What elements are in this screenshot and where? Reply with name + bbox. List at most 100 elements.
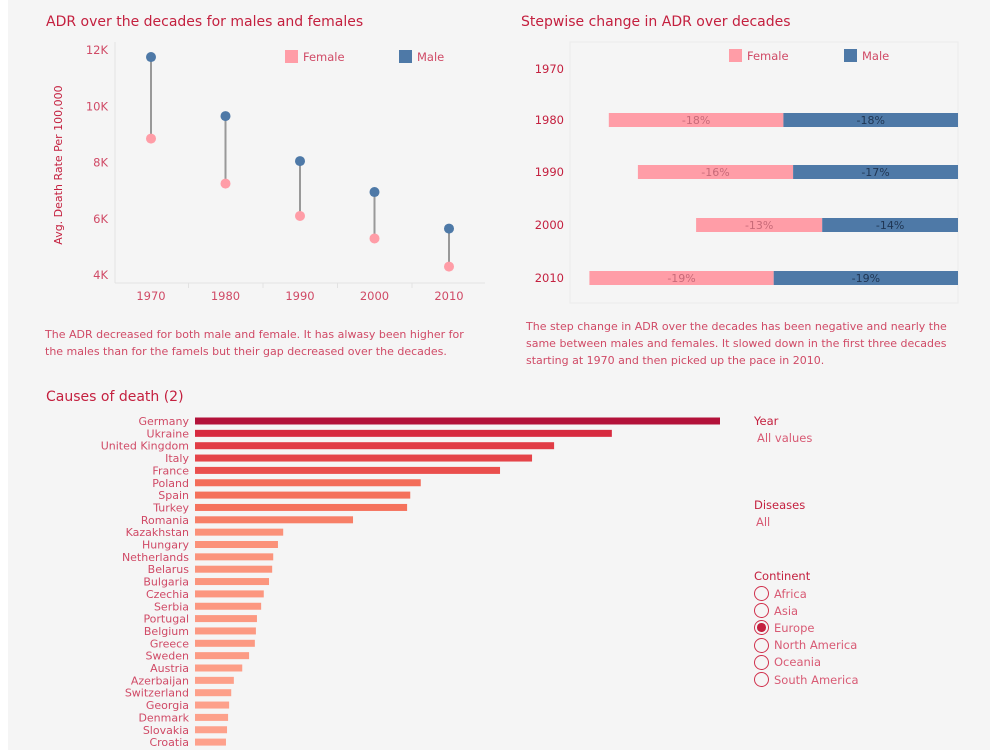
country-bar [195,553,274,561]
country-label: Georgia [146,699,189,712]
y-category-label: 2010 [535,271,564,285]
continent-option-label: Asia [774,603,799,618]
continent-option-oceania[interactable]: Oceania [754,654,821,671]
female-bar [637,165,794,179]
continent-option-asia[interactable]: Asia [754,602,798,619]
continent-option-south-america[interactable]: South America [754,671,859,688]
radio-unchecked-icon[interactable] [754,637,769,653]
country-label: Netherlands [122,551,189,564]
female-point [146,133,156,144]
year-filter-value[interactable]: All values [757,431,813,445]
legend-male-swatch [844,49,857,62]
country-bar [195,454,533,462]
country-bar [195,627,256,635]
country-label: Kazakhstan [126,526,189,539]
female-bar-label: -16% [701,166,729,179]
male-bar [793,165,958,179]
country-bar [195,541,278,548]
country-bar [195,479,421,487]
radio-unchecked-icon[interactable] [754,672,769,687]
country-label: Romania [141,514,189,527]
country-bar [195,689,232,697]
male-bar [822,218,958,232]
country-label: Switzerland [125,687,189,700]
male-point [444,223,454,234]
country-bar [195,738,226,746]
male-bar-label: -14% [876,219,904,232]
country-bar [195,726,228,734]
female-point [444,261,454,272]
country-bar [195,713,229,721]
y-tick-label: 8K [93,156,108,170]
x-tick-label: 1980 [211,289,240,303]
continent-option-label: North America [774,638,858,653]
x-tick-label: 1970 [136,289,165,303]
country-label: Slovakia [143,724,189,737]
y-tick-label: 4K [93,268,108,282]
country-bar [195,491,411,499]
country-label: Spain [158,489,189,502]
adr-note: The ADR decreased for both male and fema… [45,328,464,358]
adr-dumbbell-chart: 4K 6K 8K 10K 12K Avg. Death Rate Per 100,000 1… [52,42,485,303]
continent-filter-title: Continent [754,569,811,583]
country-bar [195,615,257,623]
radio-unchecked-icon[interactable] [754,654,769,670]
country-bar [195,676,234,684]
legend-male-label: Male [417,50,444,64]
continent-option-europe[interactable]: Europe [754,619,814,636]
continent-option-north-america[interactable]: North America [754,637,857,654]
country-bar [195,417,720,425]
y-category-label: 1970 [535,62,564,76]
country-label: Bulgaria [143,576,189,589]
country-label: Turkey [152,501,189,514]
legend-male-swatch [399,50,412,63]
country-bar [195,602,262,610]
radio-unchecked-icon[interactable] [754,603,769,619]
radio-unchecked-icon[interactable] [754,586,769,601]
country-bar [195,503,408,511]
country-label: Ukraine [147,427,190,440]
continent-option-label: Oceania [774,655,822,670]
male-point [369,187,380,198]
y-tick-label: 10K [86,99,109,113]
male-point [295,156,305,167]
legend-female-label: Female [747,49,789,63]
country-label: Portugal [143,613,189,626]
country-bar [195,652,250,660]
country-label: Austria [150,662,189,675]
country-bar [195,590,264,598]
country-label: France [152,464,189,477]
diseases-filter-value[interactable]: All [756,515,771,529]
continent-option-africa[interactable]: Africa [754,585,807,602]
causes-chart-title: Causes of death (2) [46,389,184,405]
male-bar-label: -17% [861,166,889,179]
country-label: Denmark [138,711,189,724]
country-bar [195,701,230,709]
continent-option-label: Africa [774,586,807,601]
country-bar [195,466,501,474]
male-bar [783,113,958,127]
country-label: Poland [152,477,189,490]
y-category-label: 1990 [535,165,564,179]
legend-female-swatch [729,49,742,62]
female-bar-label: -18% [682,114,710,127]
country-bar [195,516,354,524]
country-label: Czechia [146,588,189,601]
female-point [369,233,380,244]
legend-male-label: Male [862,49,889,63]
country-label: Belarus [148,563,190,576]
continent-option-label: Europe [774,620,815,635]
country-bar [195,639,255,647]
country-label: Croatia [149,736,189,749]
country-bar [195,664,243,672]
female-point [295,210,305,221]
x-tick-label: 2010 [434,289,463,303]
stepwise-chart-title: Stepwise change in ADR over decades [521,14,791,30]
country-label: Serbia [154,600,189,613]
country-label: Hungary [142,539,189,552]
female-bar [589,271,774,285]
radio-checked-icon[interactable] [754,620,769,636]
country-label: Greece [150,637,189,650]
male-bar-label: -18% [856,114,884,127]
y-axis-title: Avg. Death Rate Per 100,000 [52,85,65,244]
